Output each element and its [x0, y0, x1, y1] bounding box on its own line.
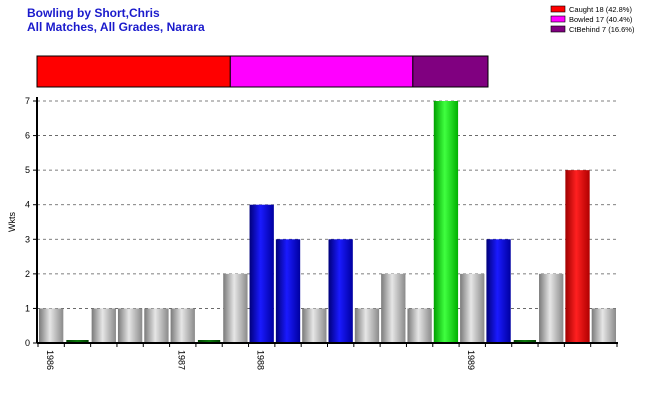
y-tick-label: 6: [25, 131, 30, 141]
x-tick-label: 1986: [45, 350, 55, 370]
bar: [591, 308, 616, 343]
legend-swatch: [550, 25, 566, 33]
y-axis-label: Wkts: [7, 212, 17, 232]
bar: [381, 273, 406, 343]
y-axis-ticks: 0 1 2 3 4 5 6 7: [25, 96, 37, 348]
y-tick-label: 1: [25, 303, 30, 313]
bar: [354, 308, 380, 343]
chart-subtitle: All Matches, All Grades, Narara: [27, 20, 205, 34]
bar: [39, 308, 64, 343]
bar: [513, 340, 537, 343]
legend-swatch: [550, 5, 566, 13]
bar: [433, 101, 459, 343]
bar: [170, 308, 195, 343]
bar: [275, 239, 301, 343]
x-axis-ticks: 1986 1987 1988 1989: [37, 343, 618, 370]
bar: [302, 308, 327, 343]
y-tick-label: 5: [25, 165, 30, 175]
bar: [565, 170, 590, 343]
legend-label: Bowled 17 (40.4%): [569, 15, 633, 24]
bar: [66, 340, 89, 343]
bar: [460, 273, 485, 343]
bar: [197, 340, 221, 343]
y-tick-label: 0: [25, 338, 30, 348]
y-tick-label: 4: [25, 200, 30, 210]
y-tick-label: 7: [25, 96, 30, 106]
y-tick-label: 2: [25, 269, 30, 279]
x-tick-label: 1987: [177, 350, 187, 370]
gridlines: [37, 100, 618, 309]
share-segment-ctbehind: [412, 55, 489, 88]
y-tick-label: 3: [25, 234, 30, 244]
bar: [117, 308, 143, 343]
bar: [486, 239, 511, 343]
legend-label: CtBehind 7 (16.6%): [569, 25, 635, 34]
legend-swatch: [550, 15, 566, 23]
bar: [144, 308, 169, 343]
axes: [36, 97, 618, 344]
dismissal-share-bar: [36, 55, 489, 88]
bar: [539, 273, 564, 343]
bar: [407, 308, 432, 343]
bar: [91, 308, 116, 343]
share-segment-bowled: [229, 55, 414, 88]
bar: [328, 239, 353, 343]
chart-title: Bowling by Short,Chris: [27, 6, 160, 20]
share-segment-caught: [36, 55, 231, 88]
bar: [249, 204, 274, 343]
x-tick-label: 1989: [466, 350, 476, 370]
bar: [223, 273, 248, 343]
legend: Caught 18 (42.8%)Bowled 17 (40.4%)CtBehi…: [550, 5, 635, 34]
bars: [39, 101, 616, 343]
x-tick-label: 1988: [256, 350, 266, 370]
legend-label: Caught 18 (42.8%): [569, 5, 632, 14]
